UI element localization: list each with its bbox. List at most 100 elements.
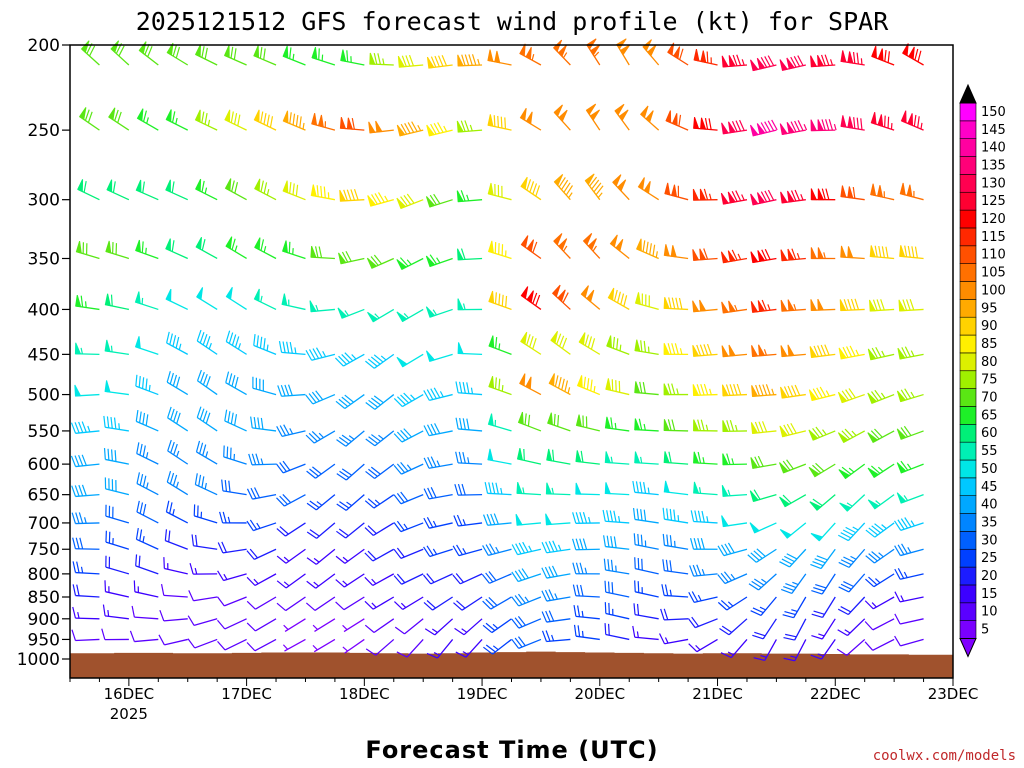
wind-barb: [665, 110, 689, 131]
wind-barb: [158, 634, 188, 646]
colorbar-swatch: [959, 423, 977, 443]
wind-barb: [166, 42, 189, 66]
wind-barb: [452, 573, 483, 585]
wind-barb: [310, 245, 335, 260]
colorbar-swatch: [959, 370, 977, 389]
wind-barb: [339, 117, 365, 131]
wind-barb: [632, 625, 659, 641]
wind-barb: [894, 613, 924, 625]
wind-barb: [196, 287, 218, 310]
wind-barb: [160, 584, 188, 598]
wind-barb: [393, 428, 424, 443]
wind-barb: [196, 329, 218, 355]
wind-barb: [779, 459, 807, 474]
wind-barb: [71, 629, 100, 642]
colorbar-swatch: [959, 191, 977, 211]
wind-barb: [393, 392, 424, 408]
colorbar-label: 60: [981, 426, 998, 441]
x-tick-label: 18DEC: [339, 685, 390, 703]
wind-barb: [312, 638, 336, 653]
wind-barb: [870, 112, 895, 131]
y-axis: 200 250 300 350 400 450 500 550 600 650 700 750 800 8…: [17, 36, 70, 670]
wind-barb: [837, 618, 866, 637]
wind-barb: [750, 55, 777, 72]
colorbar-swatch: [959, 406, 977, 425]
wind-barb: [188, 590, 218, 602]
wind-barb: [692, 299, 718, 313]
wind-barb: [604, 451, 630, 465]
colorbar-label: 45: [981, 480, 998, 495]
colorbar-label: 15: [981, 587, 998, 602]
wind-barb: [864, 618, 895, 631]
wind-barb: [688, 591, 718, 603]
x-tick-year-label: 2025: [110, 705, 148, 723]
wind-barb: [191, 534, 218, 550]
wind-barb: [365, 430, 395, 447]
x-tick-label: 19DEC: [457, 685, 508, 703]
wind-barb: [520, 235, 542, 260]
x-tick-label: 20DEC: [575, 685, 626, 703]
wind-barb: [636, 238, 659, 260]
wind-barb: [572, 562, 600, 575]
wind-barb: [780, 344, 806, 358]
wind-barb: [488, 375, 512, 396]
wind-barb: [659, 633, 689, 645]
wind-barb: [810, 522, 836, 542]
wind-barb: [396, 353, 424, 368]
wind-barb: [457, 54, 483, 67]
wind-barb: [342, 638, 365, 654]
credit-link[interactable]: coolwx.com/models: [873, 748, 1016, 764]
wind-barb: [335, 548, 365, 564]
wind-barb: [311, 113, 336, 131]
colorbar-swatch: [959, 174, 977, 193]
wind-barb: [750, 596, 777, 616]
wind-barb: [166, 331, 189, 355]
wind-barb: [196, 369, 218, 396]
colorbar-label: 65: [981, 408, 998, 423]
wind-barb: [224, 409, 247, 432]
wind-barb: [282, 180, 306, 201]
wind-barb: [276, 596, 306, 612]
wind-barb: [425, 306, 453, 318]
wind-barb: [576, 375, 601, 396]
wind-barb: [511, 593, 542, 607]
wind-barb: [306, 548, 336, 565]
wind-barb: [165, 500, 189, 524]
wind-barb: [553, 174, 573, 201]
y-tick-label: 450: [28, 345, 60, 365]
wind-barb: [520, 176, 542, 201]
wind-barb: [753, 639, 777, 661]
wind-barb: [253, 334, 277, 355]
wind-barb: [335, 596, 365, 611]
wind-barb: [282, 45, 306, 66]
wind-barb: [865, 548, 895, 564]
wind-barb: [252, 376, 277, 396]
wind-barb: [782, 596, 807, 619]
wind-barb: [520, 331, 542, 355]
wind-barb: [312, 618, 336, 632]
wind-barb: [662, 533, 689, 550]
wind-barb: [282, 240, 306, 260]
wind-barb: [871, 45, 895, 66]
wind-barb: [309, 300, 335, 313]
wind-barb: [721, 515, 748, 528]
wind-barb: [135, 527, 159, 550]
wind-barb: [545, 482, 571, 496]
wind-barb: [721, 54, 748, 68]
wind-barb: [810, 54, 836, 68]
x-tick-label: 22DEC: [810, 685, 861, 703]
wind-barb: [335, 394, 365, 410]
colorbar-label: 80: [981, 355, 998, 370]
wind-barb: [305, 390, 336, 405]
wind-barb: [575, 414, 600, 432]
wind-barb: [894, 543, 924, 557]
wind-barb: [217, 638, 247, 651]
wind-barb: [896, 492, 924, 504]
wind-barb: [340, 49, 365, 66]
wind-barb: [108, 107, 130, 131]
wind-barb: [573, 624, 600, 641]
wind-barb: [457, 298, 483, 311]
wind-barb: [604, 623, 630, 641]
wind-barb: [640, 105, 660, 131]
colorbar-label: 30: [981, 533, 998, 548]
